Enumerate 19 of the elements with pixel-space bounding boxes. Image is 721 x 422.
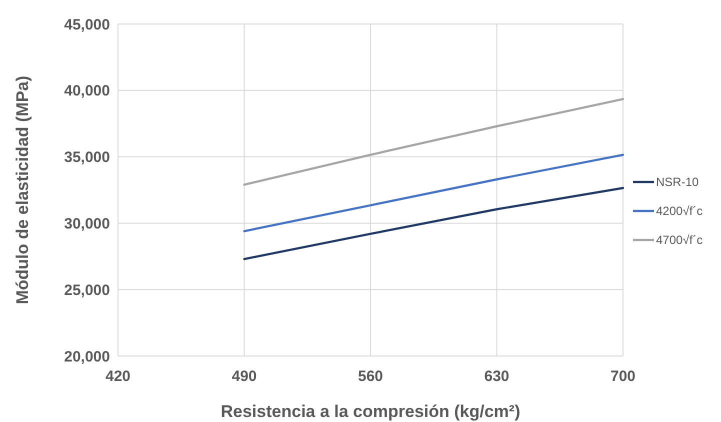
legend-label: 4700√f´c	[656, 233, 703, 248]
x-axis-title: Resistencia a la compresión (kg/cm²)	[220, 402, 520, 421]
x-tick-label: 490	[232, 368, 257, 385]
line-series	[243, 154, 624, 232]
y-tick-label: 45,000	[64, 16, 110, 34]
y-tick-label: 40,000	[64, 82, 110, 100]
legend-label: NSR-10	[656, 175, 700, 190]
x-tick-label: 630	[484, 368, 510, 385]
y-tick-label: 20,000	[64, 348, 110, 366]
y-tick-label: 30,000	[64, 215, 110, 232]
legend-label: 4200√f´c	[656, 204, 703, 218]
y-tick-label: 25,000	[64, 282, 110, 299]
x-tick-label: 560	[358, 368, 384, 385]
line-series	[243, 98, 624, 186]
y-axis-title: Módulo de elasticidad (MPa)	[13, 76, 32, 304]
x-tick-label: 700	[610, 368, 636, 385]
x-tick-label: 420	[105, 368, 131, 385]
y-tick-label: 35,000	[64, 149, 110, 166]
line-series	[243, 186, 624, 260]
